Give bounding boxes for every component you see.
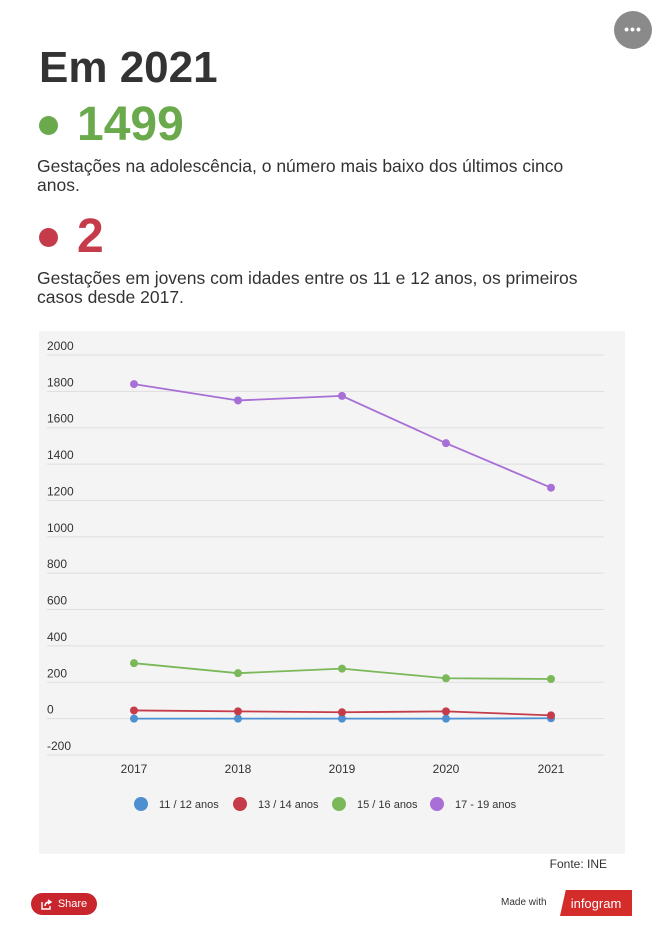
x-tick-label: 2019 [329, 762, 356, 776]
stat-description: Gestações em jovens com idades entre os … [37, 268, 578, 307]
y-tick-label: 600 [47, 594, 67, 608]
data-point [547, 711, 555, 720]
x-tick-label: 2020 [433, 762, 460, 776]
legend-marker [233, 797, 247, 811]
source-note: Fonte: INE [549, 857, 607, 871]
y-tick-label: 1800 [47, 375, 74, 389]
legend-label: 11 / 12 anos [159, 799, 219, 811]
x-tick-label: 2017 [121, 762, 148, 776]
data-point [547, 675, 555, 683]
data-point [338, 714, 346, 723]
data-point [234, 714, 242, 723]
legend-label: 17 - 19 anos [455, 799, 517, 811]
data-point [130, 659, 138, 668]
data-point [338, 664, 346, 673]
data-point [234, 396, 242, 405]
data-point [338, 708, 346, 717]
data-point [547, 483, 555, 492]
legend-marker [430, 797, 444, 811]
y-tick-label: 2000 [47, 339, 74, 353]
y-tick-label: 1600 [47, 412, 74, 426]
legend-label: 15 / 16 anos [357, 799, 418, 811]
data-point [442, 714, 450, 723]
y-tick-label: 200 [47, 666, 67, 680]
data-point [338, 391, 346, 400]
data-point [130, 706, 138, 715]
more-options-button[interactable]: ••• [614, 11, 652, 49]
infogram-logo[interactable]: infogram [560, 890, 632, 916]
legend-label: 13 / 14 anos [258, 799, 319, 811]
share-label: Share [57, 898, 88, 910]
legend-marker [332, 797, 346, 811]
y-tick-label: -200 [47, 739, 71, 753]
page-title: Em 2021 [39, 43, 218, 92]
y-tick-label: 1400 [47, 448, 74, 462]
y-tick-label: 1000 [47, 521, 74, 535]
stat-description: Gestações na adolescência, o número mais… [37, 156, 564, 195]
x-tick-label: 2021 [538, 762, 565, 776]
legend-marker [134, 797, 148, 811]
data-point [442, 707, 450, 716]
green-dot-icon [39, 115, 58, 135]
y-tick-label: 0 [47, 703, 54, 717]
data-point [130, 714, 138, 723]
x-tick-label: 2018 [225, 762, 252, 776]
stat-value: 2 [77, 210, 104, 263]
stat-young-pregnancies: 2 [39, 211, 104, 263]
red-dot-icon [39, 227, 58, 247]
y-tick-label: 400 [47, 630, 67, 644]
data-point [234, 669, 242, 678]
stat-value: 1499 [77, 98, 184, 151]
stat-total-teen-pregnancies: 1499 [39, 99, 184, 151]
y-tick-label: 800 [47, 557, 67, 571]
data-point [442, 674, 450, 683]
line-chart: 2000180016001400120010008006004002000-20… [47, 339, 604, 811]
share-button[interactable]: Share [31, 893, 97, 915]
y-tick-label: 1200 [47, 484, 74, 498]
data-point [130, 380, 138, 389]
chart-container: 2000 1800 1600 1400 1200 1000 800 600 400 200 0 -20… [39, 331, 625, 854]
data-point [234, 707, 242, 716]
data-point [442, 439, 450, 448]
share-icon [41, 898, 53, 910]
made-with-label: Made with [501, 897, 547, 908]
